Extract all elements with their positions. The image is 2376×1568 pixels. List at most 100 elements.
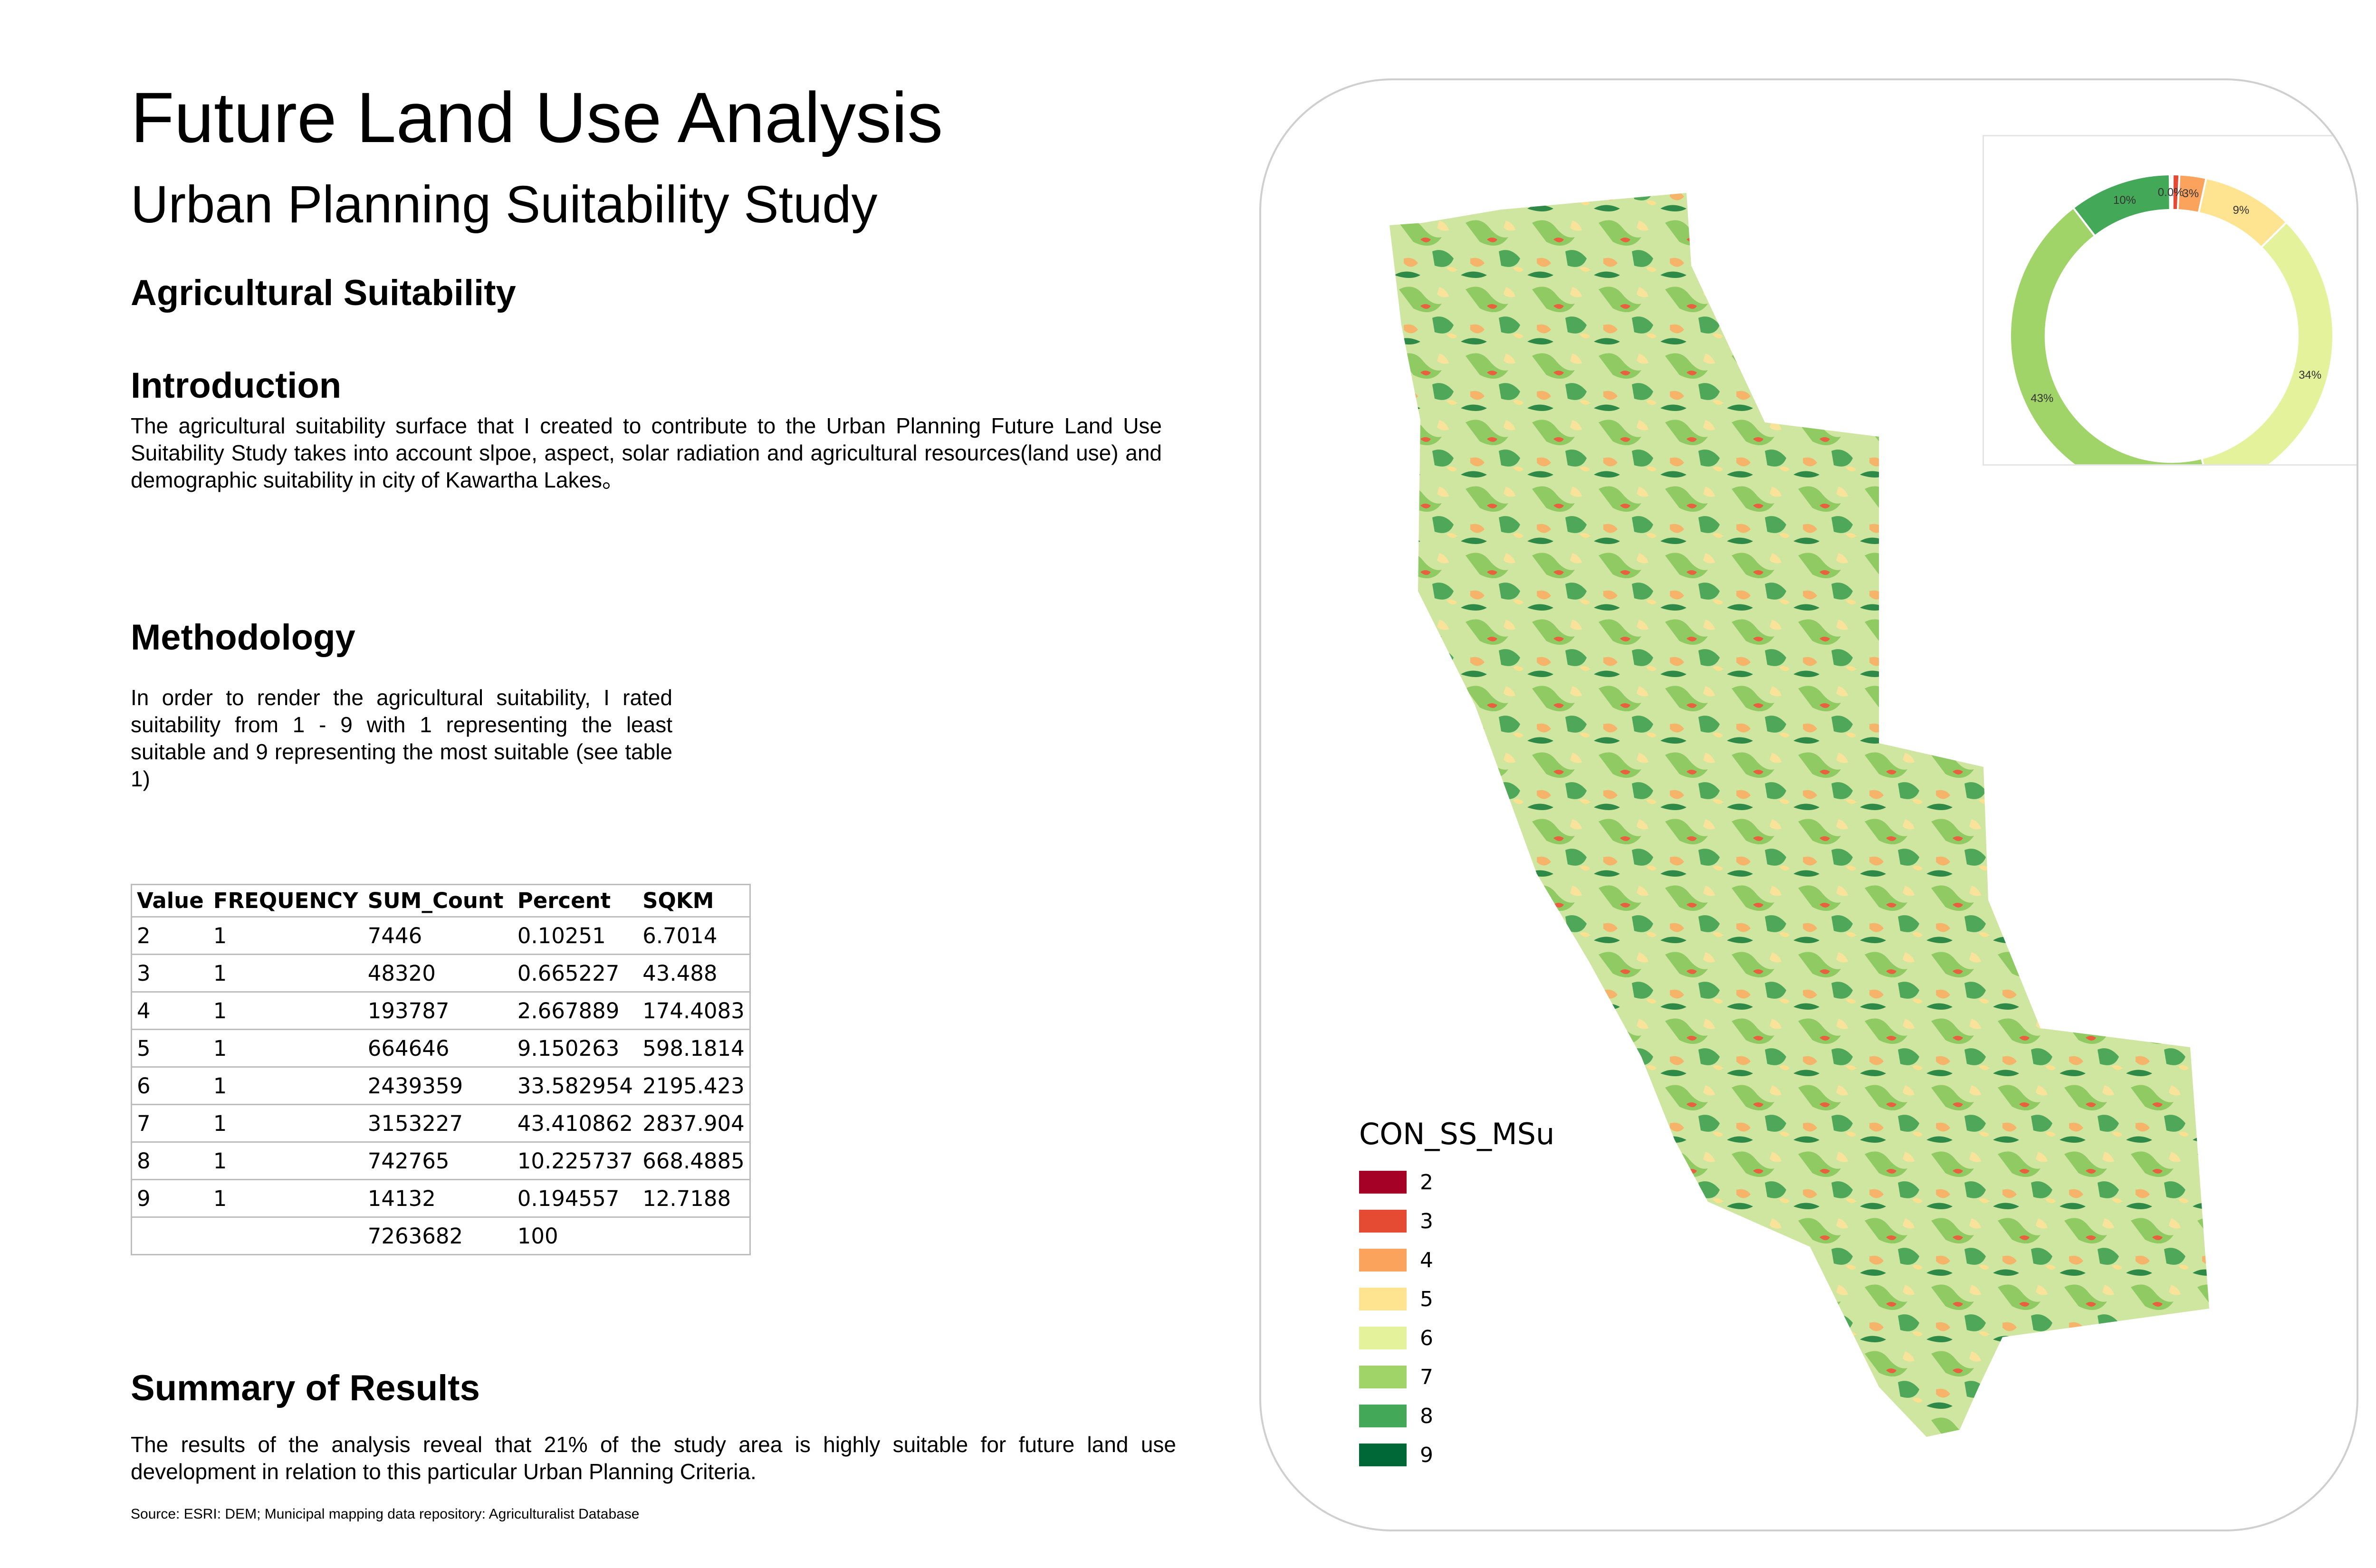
- legend-label: 4: [1420, 1248, 1433, 1272]
- table-cell: [638, 1216, 750, 1255]
- table-cell: 7446: [363, 916, 513, 955]
- donut-slice-label: 34%: [2299, 369, 2321, 382]
- summary-heading: Summary of Results: [131, 1368, 480, 1408]
- table-cell: 7: [131, 1104, 209, 1142]
- legend-title: CON_SS_MSu: [1359, 1117, 1555, 1151]
- water-body: [1627, 1285, 1684, 1313]
- map-legend: CON_SS_MSu 2 3 4 5 6 7 8 9: [1359, 1117, 1554, 1474]
- legend-label: 3: [1420, 1209, 1433, 1233]
- legend-item: 2: [1359, 1163, 1554, 1202]
- column-header-sqkm: SQKM: [638, 884, 750, 918]
- table-row: 6 1 2439359 33.582954 2195.423: [131, 1066, 750, 1105]
- table-cell: 1: [208, 916, 363, 955]
- table-row: 7 1 3153227 43.410862 2837.904: [131, 1104, 750, 1142]
- table-cell: 742765: [363, 1141, 513, 1180]
- table-cell: 12.7188: [638, 1179, 750, 1217]
- table-row: 5 1 664646 9.150263 598.1814: [131, 1029, 750, 1067]
- column-header-sum-count: SUM_Count: [363, 884, 513, 918]
- table-row: 3 1 48320 0.665227 43.488: [131, 954, 750, 992]
- section-heading-agricultural: Agricultural Suitability: [131, 273, 516, 313]
- table-cell: 0.665227: [512, 954, 638, 992]
- table-cell: 174.4083: [638, 991, 750, 1030]
- table-cell: 7263682: [363, 1216, 513, 1255]
- legend-swatch: [1359, 1210, 1407, 1233]
- table-cell: 33.582954: [512, 1066, 638, 1105]
- table-cell: 2: [131, 916, 209, 955]
- table-cell: 9.150263: [512, 1029, 638, 1067]
- table-cell: 1: [208, 1179, 363, 1217]
- table-cell: 14132: [363, 1179, 513, 1217]
- table-row: 7263682 100: [131, 1216, 750, 1255]
- table-cell: 43.488: [638, 954, 750, 992]
- methodology-text: In order to render the agricultural suit…: [131, 685, 672, 791]
- table-cell: 0.194557: [512, 1179, 638, 1217]
- donut-slice-label: 43%: [2031, 392, 2053, 405]
- column-header-value: Value: [131, 884, 209, 918]
- table-header-row: Value FREQUENCY SUM_Count Percent SQKM: [131, 884, 750, 918]
- table-row: 4 1 193787 2.667889 174.4083: [131, 991, 750, 1030]
- donut-slice-label: 3%: [2182, 187, 2199, 200]
- table-cell: 1: [208, 1029, 363, 1067]
- table-cell: 1: [208, 1104, 363, 1142]
- legend-item: 5: [1359, 1280, 1554, 1319]
- table-cell: 1: [208, 1141, 363, 1180]
- donut-slice-9: [2168, 173, 2173, 211]
- page-subtitle: Urban Planning Suitability Study: [131, 175, 878, 234]
- donut-slice-7: [2009, 206, 2212, 498]
- legend-swatch: [1359, 1366, 1407, 1388]
- table-cell: 2195.423: [638, 1066, 750, 1105]
- legend-swatch: [1359, 1327, 1407, 1349]
- legend-swatch: [1359, 1249, 1407, 1272]
- legend-item: 3: [1359, 1202, 1554, 1241]
- table-cell: 664646: [363, 1029, 513, 1067]
- table-cell: [208, 1216, 363, 1255]
- table-cell: 2837.904: [638, 1104, 750, 1142]
- legend-swatch: [1359, 1405, 1407, 1427]
- legend-label: 2: [1420, 1170, 1433, 1195]
- legend-item: 4: [1359, 1241, 1554, 1280]
- table-cell: 6: [131, 1066, 209, 1105]
- table-cell: 0.10251: [512, 916, 638, 955]
- source-citation: Source: ESRI: DEM; Municipal mapping dat…: [131, 1506, 640, 1522]
- introduction-text: The agricultural suitability surface tha…: [131, 413, 1162, 492]
- legend-swatch: [1359, 1171, 1407, 1194]
- legend-item: 6: [1359, 1319, 1554, 1358]
- methodology-heading: Methodology: [131, 617, 355, 658]
- legend-label: 8: [1420, 1404, 1433, 1428]
- table-cell: 668.4885: [638, 1141, 750, 1180]
- table-cell: 100: [512, 1216, 638, 1255]
- legend-item: 8: [1359, 1396, 1554, 1435]
- legend-item: 7: [1359, 1358, 1554, 1396]
- table-cell: 4: [131, 991, 209, 1030]
- donut-slice-label: 0.0%: [2158, 186, 2184, 199]
- table-cell: 193787: [363, 991, 513, 1030]
- column-header-frequency: FREQUENCY: [208, 884, 363, 918]
- table-cell: 1: [208, 954, 363, 992]
- table-cell: 2.667889: [512, 991, 638, 1030]
- table-row: 9 1 14132 0.194557 12.7188: [131, 1179, 750, 1217]
- legend-label: 5: [1420, 1287, 1433, 1311]
- legend-swatch: [1359, 1288, 1407, 1310]
- table-cell: [131, 1216, 209, 1255]
- study-area-shape: [1389, 193, 2209, 1437]
- table-cell: 8: [131, 1141, 209, 1180]
- table-cell: 43.410862: [512, 1104, 638, 1142]
- table-cell: 48320: [363, 954, 513, 992]
- summary-text: The results of the analysis reveal that …: [131, 1432, 1176, 1484]
- table-cell: 5: [131, 1029, 209, 1067]
- map-frame: 0%1%3%9%34%43%10%0.0%: [1259, 78, 2358, 1531]
- table-cell: 598.1814: [638, 1029, 750, 1067]
- donut-slice-6: [2200, 221, 2334, 494]
- legend-item: 9: [1359, 1435, 1554, 1474]
- page-title: Future Land Use Analysis: [131, 77, 943, 157]
- donut-slice-label: 10%: [2113, 194, 2136, 207]
- legend-label: 6: [1420, 1326, 1433, 1350]
- legend-label: 9: [1420, 1443, 1433, 1467]
- donut-slice-label: 9%: [2233, 204, 2250, 217]
- table-cell: 3153227: [363, 1104, 513, 1142]
- table-row: 2 1 7446 0.10251 6.7014: [131, 916, 750, 955]
- percent-donut-chart: 0%1%3%9%34%43%10%0.0%: [1983, 135, 2357, 498]
- suitability-table: Value FREQUENCY SUM_Count Percent SQKM 2…: [131, 884, 751, 1255]
- column-header-percent: Percent: [512, 884, 638, 918]
- table-cell: 10.225737: [512, 1141, 638, 1180]
